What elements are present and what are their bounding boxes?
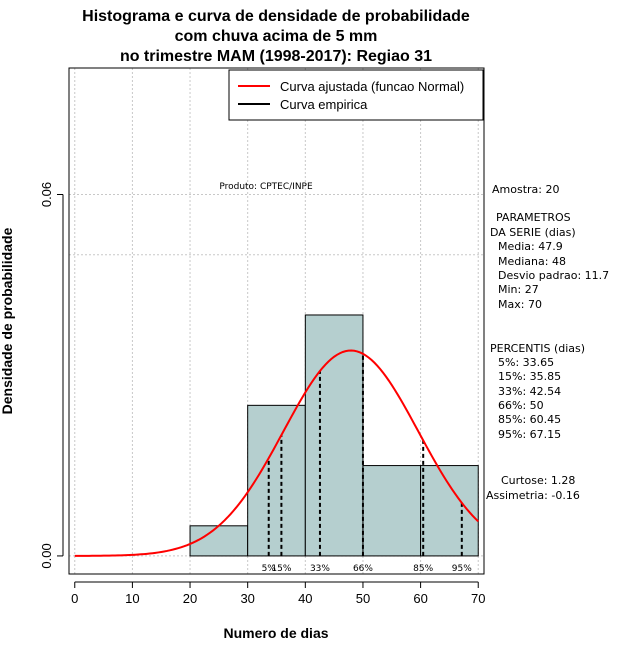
x-tick-label: 70 [471, 591, 485, 606]
product-annotation: Produto: CPTEC/INPE [219, 182, 313, 192]
percentile-label: 5% [262, 564, 277, 574]
x-tick-label: 50 [356, 591, 370, 606]
legend: Curva ajustada (funcao Normal) Curva emp… [228, 69, 484, 121]
percentile-lines: 5%15% 33% 66% 85% 95% [262, 353, 472, 574]
stats-p5: 5%: 33.65 [498, 356, 554, 369]
stats-min: Min: 27 [498, 283, 539, 296]
chart-title-line-1: Histograma e curva de densidade de proba… [82, 8, 470, 25]
stats-params-subheading: DA SERIE (dias) [490, 226, 576, 239]
histogram-bar [247, 404, 306, 557]
stats-p66: 66%: 50 [498, 399, 544, 412]
y-tick-label: 0.06 [39, 182, 54, 207]
percentile-label: 66% [353, 564, 373, 574]
stats-mean: Media: 47.9 [498, 240, 563, 253]
percentile-label: 85% [413, 564, 433, 574]
histogram-bar [304, 314, 364, 557]
stats-p33: 33%: 42.54 [498, 385, 561, 398]
stats-percentiles-heading: PERCENTIS (dias) [490, 342, 585, 355]
stats-median: Mediana: 48 [498, 255, 566, 268]
x-tick-label: 60 [413, 591, 427, 606]
legend-label-normal: Curva ajustada (funcao Normal) [280, 79, 464, 94]
stats-p15: 15%: 35.85 [498, 370, 561, 383]
percentile-label: 33% [310, 564, 330, 574]
histogram-bars [189, 314, 479, 557]
x-tick-label: 20 [183, 591, 197, 606]
legend-box [228, 69, 484, 121]
histogram-bar [420, 465, 479, 557]
stats-panel: Amostra: 20 PARAMETROS DA SERIE (dias) M… [486, 183, 609, 502]
x-tick-label: 0 [71, 591, 78, 606]
stats-p85: 85%: 60.45 [498, 413, 561, 426]
x-axis-title: Numero de dias [223, 625, 328, 641]
normal-curve-layer [74, 349, 479, 557]
percentile-label: 15% [271, 564, 291, 574]
normal-curve [74, 349, 479, 557]
stats-p95: 95%: 67.15 [498, 428, 561, 441]
axes: 0 10 20 30 40 50 60 70 0.00 0.06 [39, 182, 485, 606]
chart-title-line-3: no trimestre MAM (1998-2017): Regiao 31 [120, 48, 432, 65]
stats-sd: Desvio padrao: 11.7 [498, 269, 609, 282]
stats-skewness: Assimetria: -0.16 [486, 489, 580, 502]
legend-label-empirical: Curva empirica [280, 97, 368, 112]
x-tick-label: 30 [240, 591, 254, 606]
x-tick-label: 10 [125, 591, 139, 606]
stats-kurtosis: Curtose: 1.28 [501, 474, 575, 487]
stats-max: Max: 70 [498, 298, 542, 311]
y-tick-label: 0.00 [39, 543, 54, 568]
x-tick-label: 40 [298, 591, 312, 606]
plot-border [68, 67, 485, 575]
stats-params-heading: PARAMETROS [496, 211, 571, 224]
y-axis-title: Densidade de probabilidade [0, 227, 15, 414]
chart-title-line-2: com chuva acima de 5 mm [175, 28, 378, 45]
stats-sample: Amostra: 20 [492, 183, 559, 196]
histogram-bar [362, 465, 422, 557]
percentile-label: 95% [452, 564, 472, 574]
